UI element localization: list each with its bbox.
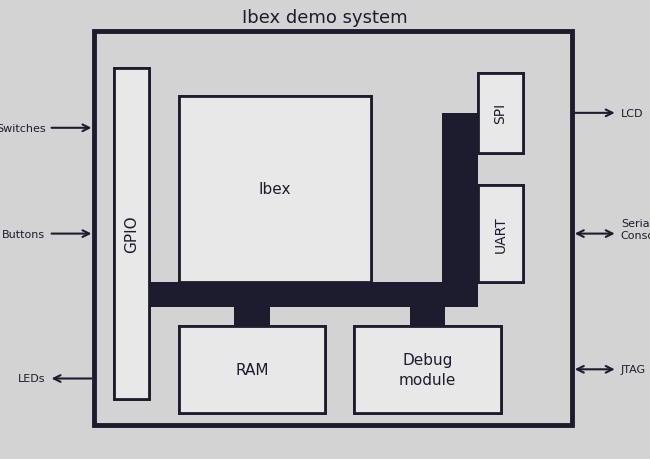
Text: Switches: Switches xyxy=(0,123,46,134)
Bar xyxy=(114,69,150,399)
Bar xyxy=(179,326,325,413)
Text: Buttons: Buttons xyxy=(3,229,46,239)
Text: RAM: RAM xyxy=(235,362,268,377)
Bar xyxy=(410,308,445,326)
Bar xyxy=(257,282,292,308)
Bar xyxy=(478,73,523,154)
Text: Ibex demo system: Ibex demo system xyxy=(242,9,408,28)
Bar xyxy=(179,326,325,413)
Bar xyxy=(478,73,523,154)
Text: JTAG: JTAG xyxy=(621,364,646,375)
Bar xyxy=(234,308,270,326)
Bar xyxy=(114,69,150,399)
Bar xyxy=(150,282,478,308)
Text: Ibex: Ibex xyxy=(259,182,291,197)
Text: SPI: SPI xyxy=(493,103,508,124)
Bar xyxy=(179,96,370,282)
Text: UART: UART xyxy=(493,216,508,252)
Bar xyxy=(354,326,500,413)
Text: LEDs: LEDs xyxy=(18,374,46,384)
Bar xyxy=(179,96,370,282)
Bar xyxy=(478,186,523,282)
Bar xyxy=(354,326,500,413)
Text: LCD: LCD xyxy=(621,109,644,118)
Text: Serial
Console: Serial Console xyxy=(621,218,650,241)
Bar xyxy=(442,113,478,308)
Text: GPIO: GPIO xyxy=(124,215,139,253)
Bar xyxy=(478,186,523,282)
Bar xyxy=(94,32,572,425)
Text: Debug
module: Debug module xyxy=(398,352,456,387)
